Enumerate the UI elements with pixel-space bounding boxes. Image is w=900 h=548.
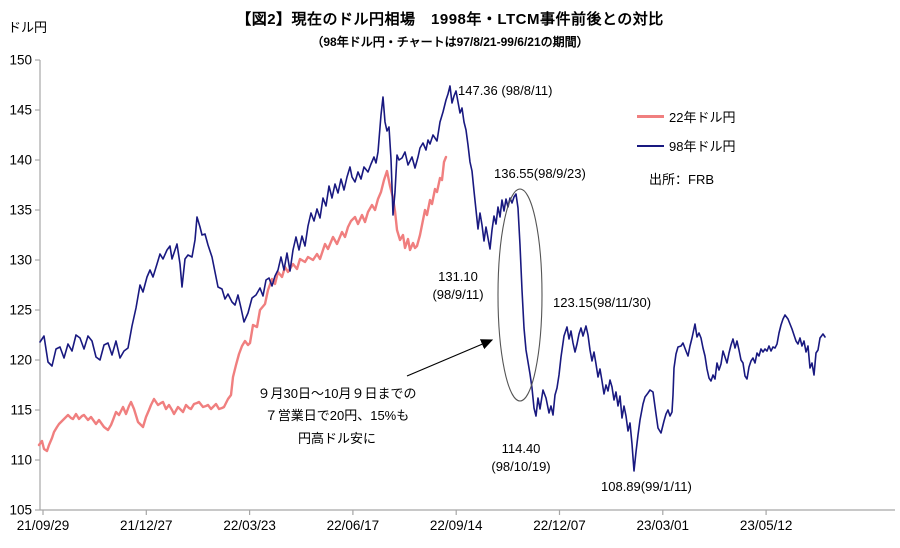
annotation-line: 108.89(99/1/11): [601, 479, 692, 494]
annotation-line: 123.15(98/11/30): [553, 295, 652, 310]
annotation-line: 136.55(98/9/23): [494, 166, 586, 181]
x-tick-label: 23/03/01: [637, 518, 690, 533]
legend-item-2022: 22年ドル円: [637, 102, 735, 131]
series-line-1998: [39, 85, 826, 472]
annotation-peak-14736: 147.36 (98/8/11): [458, 82, 552, 100]
y-tick-label: 105: [9, 503, 32, 518]
y-tick-label: 125: [9, 303, 32, 318]
annotation-line: ９月30日～10月９日までの: [257, 386, 417, 401]
y-tick-label: 120: [9, 353, 32, 368]
chart-subtitle: （98年ドル円・チャートは97/8/21-99/6/21の期間）: [311, 35, 589, 49]
legend-item-1998: 98年ドル円: [637, 131, 735, 160]
y-axis-unit-label: ドル円: [8, 20, 48, 35]
annotation-arrow: [406, 339, 494, 377]
y-tick-label: 115: [10, 403, 32, 418]
legend: 22年ドル円 98年ドル円: [637, 102, 735, 160]
source-label: 出所：FRB: [649, 172, 715, 187]
y-tick-label: 145: [9, 103, 32, 118]
annotation-line: ７営業日で20円、15%も: [264, 408, 410, 424]
x-tick-label: 22/06/17: [327, 518, 380, 533]
y-tick-label: 110: [10, 453, 32, 468]
annotation-11440: 114.40 (98/10/19): [491, 440, 550, 476]
x-tick-label: 21/12/27: [120, 518, 173, 533]
x-tick-label: 22/09/14: [430, 518, 483, 533]
annotation-10889: 108.89(99/1/11): [601, 478, 692, 496]
annotation-line: 114.40: [501, 441, 541, 456]
legend-line-1998-icon: [637, 144, 664, 147]
x-tick-label: 22/03/23: [223, 518, 276, 533]
annotation-line: (98/10/19): [491, 459, 551, 475]
annotation-drop-note: ９月30日～10月９日までの ７営業日で20円、15%も 円高ドル安に: [258, 383, 417, 450]
legend-label-1998: 98年ドル円: [669, 139, 736, 154]
x-tick-label: 22/12/07: [533, 518, 586, 533]
x-tick-label: 23/05/12: [740, 518, 793, 533]
chart-title: 【図2】現在のドル円相場 1998年・LTCM事件前後との対比: [236, 11, 664, 28]
annotation-line: 131.10: [438, 269, 478, 284]
annotation-line: 147.36 (98/8/11): [458, 83, 553, 98]
y-tick-label: 140: [9, 153, 32, 168]
y-tick-label: 150: [9, 53, 32, 68]
annotation-line: 円高ドル安に: [297, 430, 377, 446]
annotation-13655: 136.55(98/9/23): [494, 165, 586, 183]
y-tick-label: 135: [9, 203, 32, 218]
legend-label-2022: 22年ドル円: [669, 110, 736, 125]
highlight-ellipse: [497, 188, 543, 402]
y-tick-label: 130: [9, 253, 32, 268]
annotation-12315: 123.15(98/11/30): [553, 294, 651, 312]
legend-line-2022-icon: [637, 115, 664, 118]
annotation-13110: 131.10 (98/9/11): [432, 268, 483, 304]
annotation-line: (98/9/11): [432, 287, 484, 303]
x-tick-label: 21/09/29: [17, 518, 70, 533]
